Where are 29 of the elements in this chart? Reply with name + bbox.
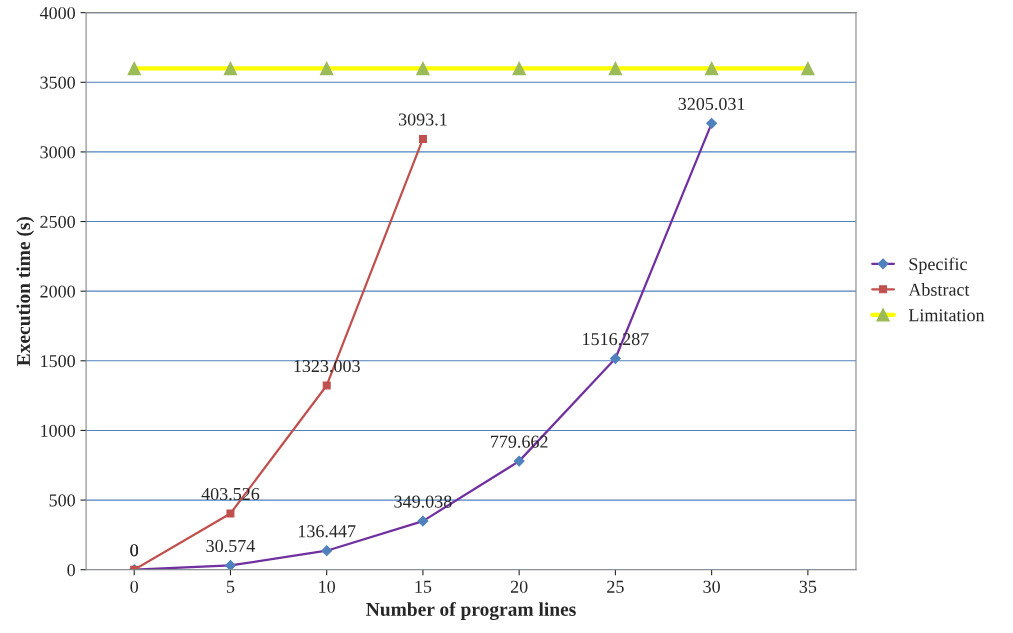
y-tick-label: 500 [49,494,75,507]
y-tick-label: 0 [67,563,75,577]
y-tick-label: 3000 [40,146,75,159]
point [322,381,331,390]
x-tick-label: 0 [130,580,139,593]
x-tick-label: 25 [607,580,624,593]
x-axis-title: Number of program lines [366,602,576,621]
y-tick-label: 2000 [40,285,75,298]
x-tick-label: 15 [415,580,432,593]
x-tick-label: 5 [226,580,235,593]
x-tick-label: 30 [703,580,720,593]
data-label: 3205.031 [678,97,745,111]
legend-label: Abstract [908,283,970,296]
y-tick-label: 2500 [40,215,75,228]
data-label: 0 [130,544,139,557]
y-tick-label: 4000 [39,6,75,20]
data-label: 3093.1 [398,113,447,126]
x-tick-label: 20 [510,580,528,593]
y-tick-label: 3500 [40,76,75,89]
data-label: 30.574 [206,539,255,553]
legend-label: Specific [909,257,967,274]
y-tick-label: 1500 [41,355,75,368]
y-tick-label: 1000 [41,424,75,437]
x-tick-label: 10 [319,580,336,593]
legend-label: Limitation [908,309,985,322]
point [418,134,427,143]
data-label: 136.447 [298,525,356,538]
y-axis-title: Execution time (s) [16,216,35,366]
x-tick-label: 35 [799,580,817,593]
